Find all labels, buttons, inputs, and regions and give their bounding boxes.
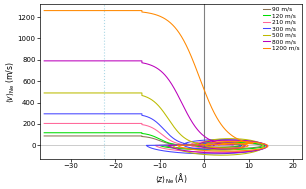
1200 m/s: [197, 74, 200, 77]
1200 m/s: [121, 9, 124, 12]
X-axis label: $\langle z \rangle_{\mathrm{Ne}}$ (Å): $\langle z \rangle_{\mathrm{Ne}}$ (Å): [155, 171, 187, 185]
1200 m/s: [189, 148, 192, 150]
500 m/s: [227, 154, 231, 156]
800 m/s: [228, 139, 231, 141]
Line: 120 m/s: 120 m/s: [44, 133, 265, 150]
1200 m/s: [141, 11, 144, 13]
90 m/s: [207, 144, 211, 146]
500 m/s: [259, 143, 263, 145]
120 m/s: [214, 149, 217, 151]
500 m/s: [190, 152, 193, 154]
210 m/s: [142, 124, 146, 126]
800 m/s: [189, 150, 192, 153]
210 m/s: [193, 146, 197, 148]
500 m/s: [213, 144, 216, 146]
Line: 210 m/s: 210 m/s: [44, 123, 268, 152]
800 m/s: [264, 145, 268, 147]
210 m/s: [213, 151, 217, 153]
300 m/s: [42, 113, 46, 115]
90 m/s: [214, 148, 218, 150]
1200 m/s: [42, 9, 46, 12]
Line: 1200 m/s: 1200 m/s: [44, 11, 268, 151]
90 m/s: [207, 144, 211, 146]
500 m/s: [42, 92, 46, 94]
210 m/s: [205, 144, 209, 146]
Line: 300 m/s: 300 m/s: [44, 114, 267, 154]
90 m/s: [63, 135, 67, 137]
210 m/s: [211, 140, 214, 142]
120 m/s: [42, 132, 46, 134]
1200 m/s: [217, 144, 221, 146]
1200 m/s: [223, 150, 227, 152]
300 m/s: [257, 141, 260, 143]
500 m/s: [219, 154, 223, 156]
Line: 800 m/s: 800 m/s: [44, 61, 266, 153]
300 m/s: [186, 143, 189, 145]
300 m/s: [200, 144, 203, 146]
120 m/s: [111, 132, 115, 134]
300 m/s: [208, 153, 212, 155]
Line: 90 m/s: 90 m/s: [44, 136, 262, 149]
90 m/s: [42, 135, 46, 137]
90 m/s: [125, 135, 129, 137]
120 m/s: [206, 144, 210, 146]
Line: 500 m/s: 500 m/s: [44, 93, 263, 155]
800 m/s: [237, 143, 241, 145]
210 m/s: [204, 140, 207, 143]
210 m/s: [42, 122, 46, 125]
800 m/s: [218, 152, 222, 154]
90 m/s: [171, 146, 175, 148]
210 m/s: [152, 127, 156, 130]
1200 m/s: [210, 150, 214, 152]
500 m/s: [176, 130, 179, 132]
90 m/s: [147, 136, 151, 139]
800 m/s: [42, 60, 46, 62]
120 m/s: [119, 132, 123, 134]
Legend: 90 m/s, 120 m/s, 210 m/s, 300 m/s, 500 m/s, 800 m/s, 1200 m/s: 90 m/s, 120 m/s, 210 m/s, 300 m/s, 500 m…: [263, 6, 300, 51]
120 m/s: [226, 143, 230, 145]
300 m/s: [227, 142, 230, 144]
90 m/s: [45, 135, 49, 137]
120 m/s: [181, 144, 185, 146]
120 m/s: [183, 148, 187, 150]
500 m/s: [180, 135, 184, 137]
210 m/s: [231, 140, 235, 142]
1200 m/s: [229, 134, 233, 136]
300 m/s: [210, 139, 214, 141]
120 m/s: [260, 146, 264, 148]
300 m/s: [258, 149, 261, 151]
300 m/s: [186, 143, 190, 145]
800 m/s: [219, 139, 222, 142]
800 m/s: [211, 144, 215, 146]
Y-axis label: $\langle v \rangle_{\mathrm{Ne}}$ (m/s): $\langle v \rangle_{\mathrm{Ne}}$ (m/s): [4, 61, 16, 103]
800 m/s: [243, 145, 247, 147]
500 m/s: [261, 144, 265, 146]
